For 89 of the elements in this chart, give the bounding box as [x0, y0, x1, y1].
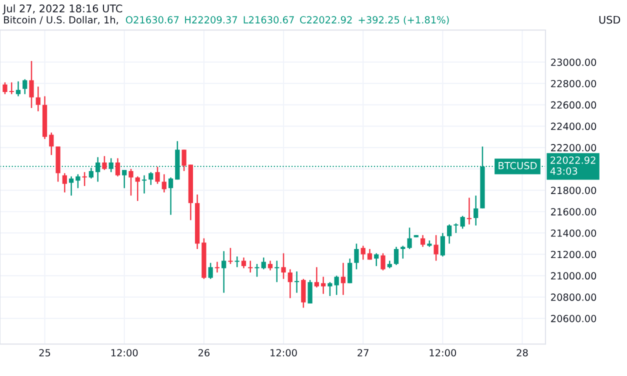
candlestick [474, 194, 478, 226]
candlestick [162, 174, 166, 194]
candlestick [241, 256, 246, 269]
candlestick [268, 260, 273, 271]
candlestick [228, 247, 233, 265]
candlestick [115, 158, 120, 178]
text: O21630.67 [126, 16, 179, 24]
x-tick-label: 27 [358, 349, 368, 356]
candlestick [354, 243, 359, 270]
ref-line-label: BTCUSD [498, 162, 537, 170]
candlestick [261, 256, 266, 270]
candlestick [222, 250, 226, 294]
candlestick [82, 171, 87, 187]
candlestick [135, 176, 140, 202]
candlestick [314, 266, 320, 288]
x-tick-label: 26 [198, 349, 210, 356]
x-tick-label: 28 [516, 349, 528, 356]
candlestick [394, 246, 399, 266]
candlestick [142, 174, 147, 194]
candlestick [148, 171, 154, 186]
text: H22209.37 [185, 16, 238, 24]
y-tick-label: 22200.00 [551, 144, 596, 152]
x-tick-label: 12:00 [430, 349, 456, 356]
y-tick-label: 20800.00 [551, 294, 596, 301]
y-tick-label: 22800.00 [551, 80, 596, 88]
candlestick [76, 174, 80, 189]
candlestick [420, 234, 426, 248]
candlestick [454, 222, 458, 234]
text: 43:03 [550, 167, 578, 175]
candlestick [68, 176, 74, 196]
candlestick [29, 60, 34, 109]
candlestick [248, 260, 253, 274]
candlestick [328, 281, 332, 297]
x-tick-label: 12:00 [270, 349, 297, 356]
y-tick-label: 21800.00 [551, 186, 596, 194]
candlestick [400, 245, 406, 260]
x-tick-label: 25 [39, 349, 50, 356]
candlestick [374, 252, 379, 267]
candlestick [281, 252, 286, 280]
candlestick [334, 275, 339, 296]
candlestick [2, 82, 8, 95]
candlestick [466, 197, 472, 226]
candlestick [234, 256, 240, 268]
text: +392.25 (+1.81%) [358, 16, 449, 25]
candlestick [102, 155, 107, 171]
x-tick-label: 12:00 [111, 349, 138, 356]
text: C22022.92 [300, 16, 352, 24]
text: Jul 27, 2022 18:16 UTC [2, 4, 122, 14]
candlestick [9, 82, 14, 95]
candlestick [155, 166, 160, 184]
chart-title: Bitcoin / U.S. Dollar, 1h, [4, 16, 118, 24]
text: USD [599, 16, 620, 24]
y-tick-label: 22400.00 [551, 122, 596, 130]
candlestick [348, 258, 352, 284]
candlestick [16, 80, 21, 97]
candlestick [447, 224, 452, 244]
candlestick [407, 227, 412, 250]
candlestick [440, 232, 446, 258]
candlestick [274, 260, 280, 283]
candlestick [22, 78, 28, 95]
candlestick [182, 149, 186, 172]
candlestick [214, 261, 220, 274]
candlestick [460, 215, 465, 230]
candlestick [308, 279, 312, 304]
candlestick [128, 168, 134, 196]
candlestick [62, 172, 67, 194]
candlestick [320, 276, 326, 294]
y-tick-label: 21000.00 [551, 272, 596, 280]
y-tick-label: 20600.00 [551, 314, 596, 322]
y-tick-label: 21200.00 [551, 250, 596, 258]
y-tick-label: 21600.00 [551, 208, 596, 216]
y-tick-label: 22600.00 [551, 101, 596, 109]
candlestick [122, 169, 127, 189]
candlestick [434, 234, 438, 262]
candlestick [208, 262, 213, 280]
candlestick [380, 252, 386, 271]
text: L21630.67 [244, 16, 294, 24]
candlestick [301, 278, 306, 308]
text: 22022.92 [550, 156, 596, 164]
candlestick [254, 263, 260, 278]
candlestick [36, 86, 40, 112]
candlestick [294, 270, 300, 294]
y-tick-label: 23000.00 [551, 58, 596, 66]
candlestick [168, 176, 174, 216]
y-tick-label: 21400.00 [551, 229, 596, 237]
candlestick [288, 268, 292, 299]
candlestick [49, 132, 54, 156]
candlestick [340, 262, 346, 296]
candlestick [360, 245, 366, 260]
